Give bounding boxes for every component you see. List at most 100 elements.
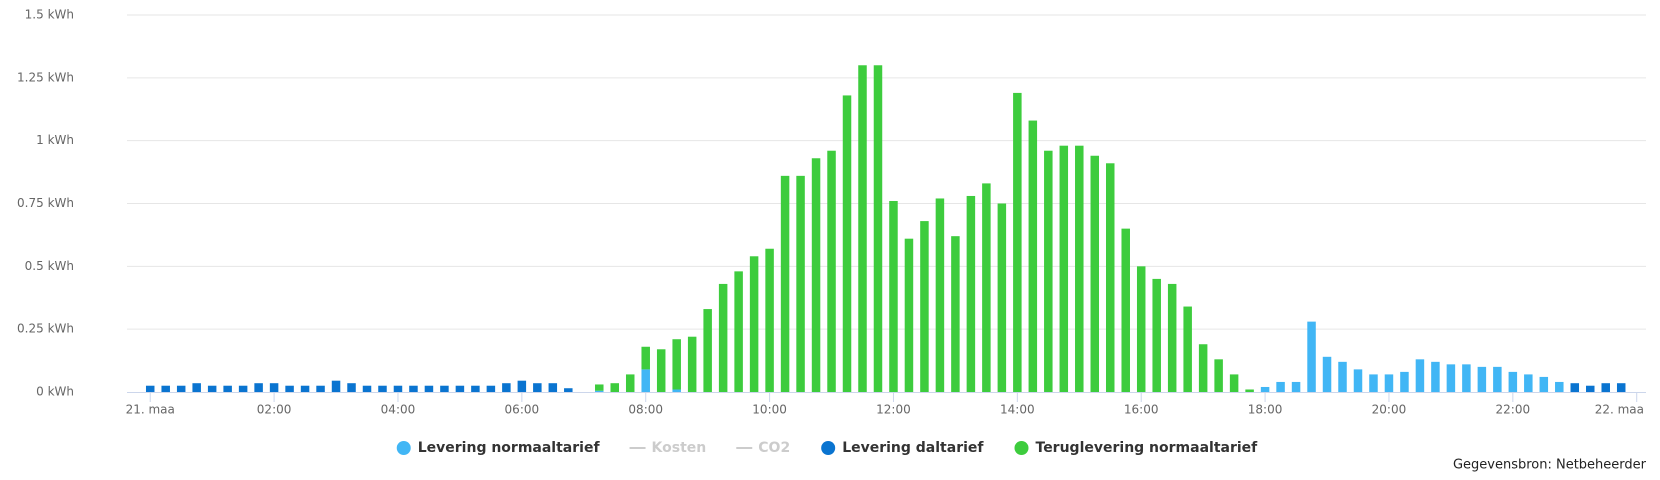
bar (269, 383, 279, 392)
bar (1353, 369, 1363, 392)
bar (904, 238, 914, 392)
bar (1524, 374, 1533, 392)
legend-item[interactable]: Levering daltarief (821, 440, 984, 456)
x-tick-label: 22. maa (1595, 403, 1644, 417)
bar (1570, 383, 1580, 392)
legend-item[interactable]: Kosten (629, 440, 707, 456)
bar (1601, 383, 1610, 392)
bar (1260, 386, 1270, 392)
legend-label: Levering daltarief (842, 440, 984, 456)
x-tick-label: 16:00 (1124, 403, 1159, 417)
bar (595, 384, 604, 391)
bar (502, 383, 511, 392)
bar (145, 385, 155, 392)
bar (331, 380, 341, 392)
bar (1307, 321, 1316, 392)
bar (811, 158, 821, 392)
bar (300, 385, 310, 392)
bar (687, 336, 697, 392)
bar (1152, 278, 1161, 392)
legend-symbol (396, 441, 411, 455)
bar (161, 385, 170, 392)
y-tick-label: 0.75 kWh (17, 196, 74, 210)
bar (610, 383, 620, 392)
bar (533, 383, 542, 392)
bar (471, 385, 480, 392)
legend-item[interactable]: CO2 (736, 440, 790, 456)
legend-item[interactable]: Levering normaaltarief (396, 440, 601, 456)
bar (656, 349, 666, 392)
bar (1400, 371, 1409, 392)
bar (966, 195, 976, 392)
bar (378, 385, 387, 392)
bar (595, 390, 604, 392)
bar (827, 150, 836, 392)
bar (1044, 150, 1053, 392)
x-tick-label: 06:00 (505, 403, 540, 417)
bar (796, 175, 805, 392)
bar (1291, 381, 1301, 392)
y-tick-label: 0.5 kWh (25, 259, 74, 273)
bar (641, 346, 650, 370)
bar (440, 385, 449, 392)
bar (734, 271, 743, 392)
bar (765, 248, 774, 392)
bar (424, 385, 434, 392)
bar (1198, 344, 1208, 392)
bar (873, 65, 883, 393)
y-tick-label: 1.5 kWh (25, 8, 74, 22)
bar (223, 385, 232, 392)
bar (1446, 364, 1456, 392)
legend-symbol (1014, 441, 1029, 455)
bar (1075, 145, 1084, 392)
bar (409, 385, 418, 392)
bar (641, 369, 650, 392)
legend-item[interactable]: Teruglevering normaaltarief (1014, 440, 1259, 456)
bar (1136, 266, 1146, 392)
bar (285, 385, 294, 392)
x-tick-label: 14:00 (1000, 403, 1035, 417)
legend-label: Levering normaaltarief (418, 440, 601, 456)
bar (951, 236, 960, 392)
bar (982, 183, 991, 392)
bar (749, 256, 759, 392)
bar (703, 309, 712, 392)
bar (780, 175, 790, 392)
legend-label: Teruglevering normaaltarief (1036, 440, 1259, 456)
bar (1508, 371, 1518, 392)
bar (1013, 92, 1022, 392)
bar (517, 380, 527, 392)
bar (1431, 361, 1440, 392)
y-tick-label: 0 kWh (36, 385, 74, 399)
bar (238, 385, 248, 392)
bar (362, 385, 372, 392)
bar (1090, 155, 1100, 392)
bar (316, 385, 325, 392)
bar (858, 65, 867, 393)
x-tick-label: 02:00 (257, 403, 292, 417)
bar (1183, 306, 1192, 392)
bar (1586, 385, 1595, 392)
bar (486, 385, 496, 392)
x-tick-label: 21. maa (126, 403, 175, 417)
bar (1493, 366, 1502, 392)
bar (1105, 163, 1115, 392)
bar (1539, 376, 1549, 392)
x-tick-label: 20:00 (1372, 403, 1407, 417)
x-tick-label: 12:00 (876, 403, 911, 417)
bar (192, 383, 201, 392)
bar (1276, 381, 1285, 392)
bar (672, 389, 681, 392)
bar (254, 383, 263, 392)
bar (1028, 120, 1038, 392)
credits: Gegevensbron: Netbeheerder (1453, 458, 1647, 473)
bar (176, 385, 186, 392)
legend-label: CO2 (758, 440, 790, 456)
bar (1245, 389, 1254, 392)
x-tick-label: 04:00 (381, 403, 416, 417)
bar (1462, 364, 1471, 392)
bar (564, 388, 573, 392)
x-tick-label: 10:00 (752, 403, 787, 417)
bar (718, 283, 728, 392)
